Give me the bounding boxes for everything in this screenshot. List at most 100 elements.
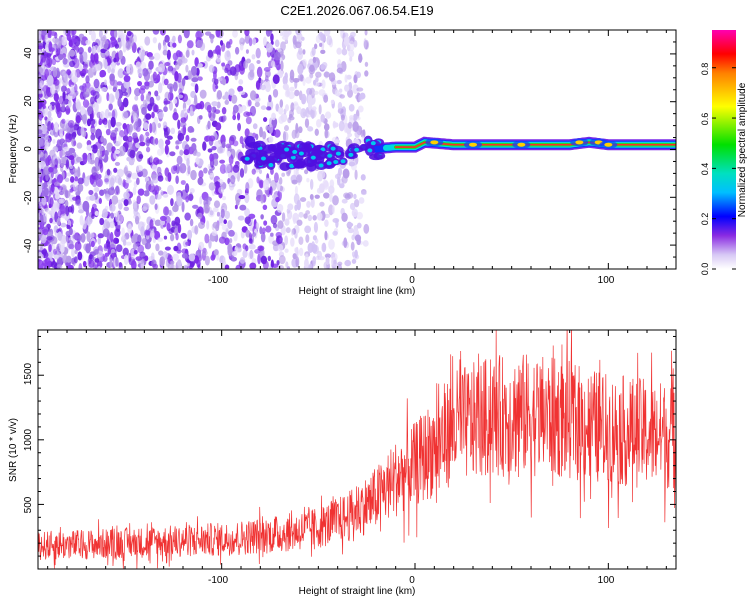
noise-speck — [247, 250, 255, 260]
noise-speck — [82, 200, 90, 212]
noise-speck — [318, 256, 325, 261]
noise-speck — [257, 245, 265, 252]
noise-speck — [232, 104, 239, 114]
noise-speck — [315, 71, 322, 78]
noise-speck — [143, 190, 150, 197]
noise-speck — [197, 221, 205, 229]
noise-speck — [234, 246, 239, 254]
noise-speck — [353, 193, 357, 200]
noise-speck — [347, 132, 353, 138]
noise-speck — [109, 231, 114, 243]
noise-speck — [254, 101, 260, 108]
noise-speck — [224, 63, 231, 72]
noise-speck — [48, 166, 54, 173]
noise-speck — [198, 241, 205, 251]
noise-speck — [262, 36, 267, 47]
noise-speck — [364, 61, 369, 67]
noise-speck — [177, 223, 182, 234]
noise-speck — [91, 152, 95, 161]
noise-speck — [160, 30, 166, 36]
noise-speck — [172, 253, 179, 261]
noise-speck — [284, 125, 289, 132]
noise-speck — [210, 36, 214, 44]
noise-speck — [291, 129, 297, 140]
noise-speck — [144, 81, 150, 87]
noise-speck — [181, 93, 188, 103]
noise-speck — [100, 48, 107, 54]
ridge-blob-inner — [327, 153, 333, 158]
noise-speck — [107, 187, 115, 196]
noise-speck — [306, 201, 311, 208]
noise-speck — [149, 230, 155, 239]
noise-speck — [67, 239, 74, 249]
noise-speck — [337, 63, 343, 70]
noise-speck — [320, 170, 326, 179]
noise-speck — [75, 156, 82, 163]
noise-speck — [68, 227, 73, 236]
noise-speck — [252, 232, 257, 237]
noise-speck — [224, 99, 230, 105]
noise-speck — [38, 110, 44, 121]
noise-speck — [195, 157, 200, 165]
noise-speck — [292, 253, 297, 260]
noise-speck — [123, 199, 129, 207]
noise-speck — [299, 74, 304, 82]
noise-speck — [279, 185, 284, 192]
noise-speck — [320, 64, 327, 70]
noise-speck — [171, 220, 176, 227]
noise-speck — [328, 185, 335, 194]
noise-speck — [195, 151, 201, 157]
noise-speck — [44, 68, 49, 80]
noise-speck — [108, 179, 114, 191]
noise-speck — [146, 94, 151, 100]
noise-speck — [312, 56, 317, 63]
noise-speck — [78, 47, 84, 55]
noise-speck — [115, 244, 123, 253]
noise-speck — [67, 206, 73, 213]
noise-speck — [333, 259, 337, 264]
noise-speck — [111, 109, 116, 119]
noise-speck — [54, 121, 59, 133]
noise-speck — [336, 79, 342, 85]
noise-speck — [58, 186, 64, 191]
top-ytick-label-4: 40 — [23, 47, 34, 59]
noise-speck — [224, 264, 230, 269]
noise-speck — [74, 249, 78, 255]
noise-speck — [208, 182, 216, 191]
noise-speck — [62, 254, 68, 264]
noise-speck — [123, 75, 131, 83]
noise-speck — [209, 172, 214, 178]
noise-speck — [174, 62, 180, 70]
noise-speck — [249, 69, 255, 78]
noise-speck — [134, 95, 139, 101]
noise-speck — [276, 259, 280, 266]
noise-speck — [320, 113, 326, 123]
noise-speck — [354, 249, 358, 259]
noise-speck — [128, 160, 135, 166]
noise-speck — [211, 145, 217, 151]
noise-speck — [45, 63, 52, 68]
noise-speck — [193, 94, 198, 106]
noise-speck — [49, 159, 56, 168]
noise-speck — [190, 169, 197, 181]
noise-speck — [178, 88, 183, 95]
noise-speck — [39, 80, 45, 88]
noise-speck — [336, 176, 341, 186]
noise-speck — [172, 81, 178, 92]
noise-speck — [38, 129, 43, 135]
noise-speck — [66, 32, 72, 42]
noise-speck — [180, 180, 186, 185]
noise-speck — [143, 70, 151, 82]
noise-speck — [219, 40, 224, 46]
noise-speck — [136, 195, 141, 205]
noise-speck — [170, 260, 175, 265]
noise-speck — [46, 236, 53, 241]
noise-speck — [284, 218, 290, 226]
noise-speck — [74, 176, 79, 182]
noise-speck — [279, 99, 284, 108]
noise-speck — [137, 81, 143, 87]
noise-speck — [113, 167, 118, 173]
noise-speck — [244, 34, 251, 44]
noise-speck — [132, 104, 138, 112]
noise-speck — [150, 252, 155, 262]
